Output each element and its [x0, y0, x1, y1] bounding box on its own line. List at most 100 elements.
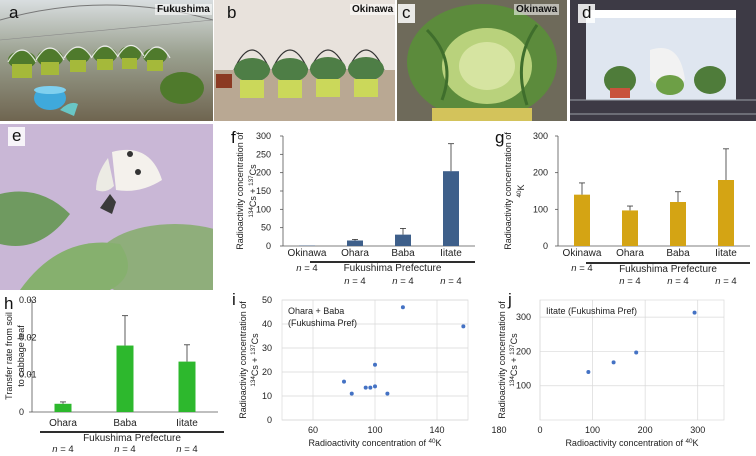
y-axis-label: Transfer rate from soil: [4, 312, 14, 400]
scatter-point: [461, 324, 466, 329]
n-label: n = 4: [571, 263, 592, 274]
category-label: Baba: [666, 248, 690, 259]
scatter-point: [400, 305, 405, 310]
x-tick-label: 300: [690, 425, 705, 435]
y-tick-label: 300: [256, 131, 271, 141]
scatter-point: [349, 391, 354, 396]
scatter-point: [363, 385, 368, 390]
bar-baba: [116, 345, 134, 412]
x-tick-label: 180: [491, 425, 506, 435]
bar-ohara: [347, 240, 363, 246]
plot-frame: [281, 299, 469, 421]
y-axis-label-line2: 134Cs + 137Cs: [248, 164, 259, 218]
scatter-point: [385, 391, 390, 396]
category-label: Iitate: [176, 418, 198, 429]
x-axis-label: Radioactivity concentration of 40K: [565, 438, 698, 449]
x-tick-label: 0: [537, 425, 542, 435]
annotation-line2: (Fukushima Pref): [288, 318, 357, 328]
category-label: Okinawa: [563, 248, 602, 259]
category-label: Ohara: [616, 248, 644, 259]
scatter-point: [368, 385, 373, 390]
scatter-point: [373, 362, 377, 367]
panel-letter-f: f: [231, 128, 236, 147]
panel-letter-d: d: [578, 4, 596, 23]
panel-letter-g: g: [495, 128, 505, 147]
greenhouse-photo-drawing: [0, 0, 213, 121]
y-tick-label: 0.03: [19, 295, 37, 305]
y-tick-label: 0: [267, 415, 272, 425]
category-label: Ohara: [49, 418, 77, 429]
y-axis-label-line2: 134Cs + 137Cs: [509, 333, 520, 387]
growth-chamber-drawing: [570, 0, 756, 121]
y-tick-label: 50: [261, 223, 271, 233]
chart-f: 0 50 100 150 200 250 300 Radioactivity concentr…: [235, 131, 475, 274]
scatter-point: [373, 384, 377, 389]
panel-letter-b: b: [227, 3, 237, 22]
y-axis-label: Radioactivity concentration of: [497, 301, 507, 419]
bar-ohara: [622, 210, 638, 246]
category-label: Baba: [113, 418, 137, 429]
bar-baba: [395, 234, 411, 246]
bar-ohara: [54, 403, 72, 412]
scatter-point: [692, 310, 697, 315]
y-tick-label: 100: [256, 204, 271, 214]
x-tick-label: 60: [308, 425, 318, 435]
butterfly-photo-drawing: [0, 124, 213, 290]
y-tick-label: 100: [516, 381, 531, 391]
photo-d-growth-chamber: [570, 0, 756, 121]
n-label: n = 4: [392, 276, 413, 287]
panel-letter-j: j: [508, 290, 512, 309]
bar-okinawa: [574, 194, 590, 246]
x-tick-label: 200: [638, 425, 653, 435]
chart-j: 100 200 300 0 100 200 300 Radioactivity concent…: [497, 299, 725, 449]
y-tick-label: 50: [262, 295, 272, 305]
panel-letter-a: a: [9, 3, 19, 22]
n-label: n = 4: [667, 276, 688, 287]
scatter-point: [342, 379, 346, 384]
plot-frame: [539, 299, 725, 421]
scatter-point: [611, 360, 616, 365]
n-label: n = 4: [114, 444, 135, 455]
n-label: n = 4: [715, 276, 736, 287]
n-label: n = 4: [619, 276, 640, 287]
y-tick-label: 30: [262, 343, 272, 353]
n-label: n = 4: [440, 276, 461, 287]
y-tick-label: 0.02: [19, 332, 37, 342]
n-label: n = 4: [344, 276, 365, 287]
chart-i: 0 10 20 30 40 50 60 100 140 180 Radioactivity conc…: [238, 295, 507, 448]
y-axis-label-line2: to cabbage leaf: [16, 325, 26, 387]
annotation: Ohara + Baba: [288, 306, 344, 316]
annotation: Iitate (Fukushima Pref): [546, 306, 637, 316]
n-label: n = 4: [296, 263, 317, 274]
photo-c-okinawa-cabbage-closeup: [397, 0, 567, 121]
photo-caption-okinawa-b: Okinawa: [350, 4, 396, 15]
x-tick-label: 140: [429, 425, 444, 435]
y-tick-label: 200: [516, 346, 531, 356]
scatter-point: [634, 350, 639, 355]
cabbage-closeup-drawing: [397, 0, 567, 121]
y-axis-label: Radioactivity concentration of: [238, 301, 248, 419]
y-tick-label: 200: [256, 168, 271, 178]
photo-e-cabbage-butterfly: [0, 124, 213, 290]
y-tick-label: 0.01: [19, 370, 37, 380]
category-label: Iitate: [440, 248, 462, 259]
panel-letter-e: e: [8, 127, 26, 146]
category-label: Baba: [391, 248, 415, 259]
chart-h: 0 0.01 0.02 0.03 Transfer rate from soil to c…: [4, 295, 224, 444]
photo-a-fukushima-greenhouse: [0, 0, 213, 121]
y-tick-label: 0: [266, 241, 271, 251]
category-label: Ohara: [341, 248, 369, 259]
y-tick-label: 10: [262, 391, 272, 401]
y-tick-label: 300: [516, 312, 531, 322]
n-label: n = 4: [52, 444, 73, 455]
category-label: Okinawa: [288, 248, 327, 259]
bar-iitate: [178, 361, 196, 412]
y-tick-label: 250: [256, 149, 271, 159]
bar-baba: [670, 202, 686, 246]
chart-g: 0 100 200 300 Radioactivity concentration of…: [503, 131, 750, 275]
y-axis-label-line2: 134Cs + 137Cs: [250, 333, 261, 387]
n-label: n = 4: [176, 444, 197, 455]
y-tick-label: 300: [533, 131, 548, 141]
y-tick-label: 200: [533, 168, 548, 178]
